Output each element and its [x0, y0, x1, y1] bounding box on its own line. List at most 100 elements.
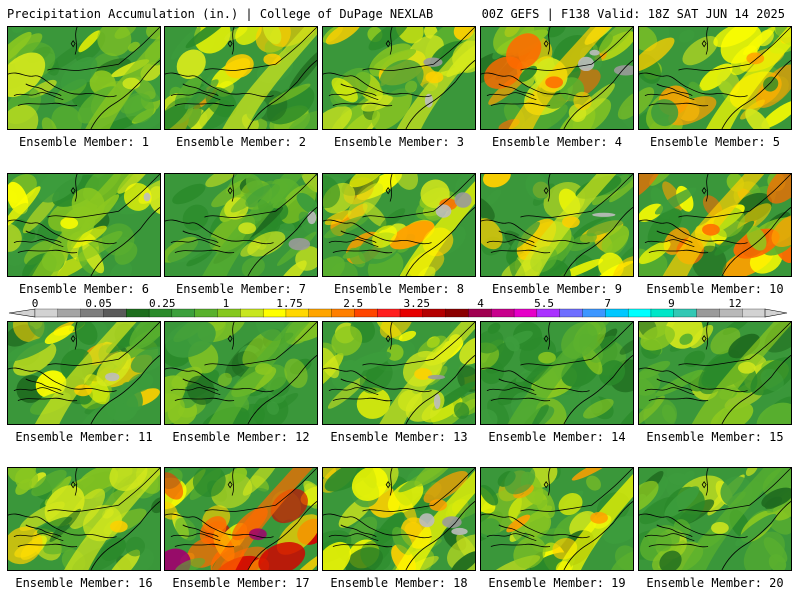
- ensemble-member-map: [322, 26, 476, 130]
- colorbar-swatch: [582, 308, 606, 318]
- colorbar-tick-label: 1: [223, 297, 230, 310]
- ensemble-member-map: [638, 26, 792, 130]
- colorbar-swatch: [285, 308, 310, 318]
- ensemble-member-label: Ensemble Member: 6: [18, 282, 150, 296]
- precip-field: [481, 322, 633, 424]
- colorbar-tick-label: 5.5: [534, 297, 554, 310]
- precip-field: [165, 322, 317, 424]
- precip-field: [481, 468, 633, 570]
- precip-field: [323, 322, 475, 424]
- colorbar-swatch: [148, 308, 173, 318]
- precipitation-colorbar: 0 0.05 0.25 1 1.75 2.5 3.25 4 5.5 7 9 12: [8, 297, 788, 318]
- precip-field: [8, 27, 160, 129]
- colorbar-swatch: [331, 308, 355, 318]
- ensemble-member-map: [7, 173, 161, 277]
- colorbar-swatch: [673, 308, 698, 318]
- ensemble-member-label: Ensemble Member: 2: [175, 135, 307, 149]
- ensemble-member-label: Ensemble Member: 1: [18, 135, 150, 149]
- ensemble-member-label: Ensemble Member: 14: [488, 430, 626, 444]
- colorbar-swatch: [171, 308, 196, 318]
- precip-field: [8, 322, 160, 424]
- precip-field: [639, 468, 791, 570]
- ensemble-member-map: [7, 26, 161, 130]
- colorbar-swatch: [262, 308, 287, 318]
- ensemble-member-label: Ensemble Member: 18: [330, 576, 468, 590]
- ensemble-member-label: Ensemble Member: 16: [15, 576, 153, 590]
- colorbar-tick-label: 3.25: [404, 297, 431, 310]
- colorbar-swatch: [719, 308, 743, 318]
- colorbar-swatch: [399, 308, 424, 318]
- colorbar-swatch: [491, 308, 515, 318]
- ensemble-member-map: [7, 321, 161, 425]
- colorbar-tick-label: 0: [32, 297, 39, 310]
- colorbar-swatch: [194, 308, 218, 318]
- ensemble-member-map: [480, 26, 634, 130]
- page-title: Precipitation Accumulation (in.) | Colle…: [7, 7, 434, 21]
- ensemble-member-map: [322, 173, 476, 277]
- ensemble-member-label: Ensemble Member: 3: [333, 135, 465, 149]
- ensemble-member-label: Ensemble Member: 17: [172, 576, 310, 590]
- colorbar-tick-label: 2.5: [343, 297, 363, 310]
- colorbar-swatch: [34, 308, 59, 318]
- colorbar-swatch: [696, 308, 720, 318]
- ensemble-member-map: [164, 467, 318, 571]
- colorbar-swatch: [80, 308, 104, 318]
- colorbar-swatch: [422, 308, 447, 318]
- precip-field: [639, 322, 791, 424]
- colorbar-right-arrow: [764, 308, 788, 318]
- ensemble-member-label: Ensemble Member: 11: [15, 430, 153, 444]
- ensemble-member-label: Ensemble Member: 8: [333, 282, 465, 296]
- colorbar-tick-label: 9: [668, 297, 675, 310]
- ensemble-member-map: [322, 467, 476, 571]
- precip-field: [8, 174, 160, 276]
- colorbar-tick-label: 1.75: [276, 297, 303, 310]
- ensemble-member-map: [164, 321, 318, 425]
- colorbar-tick-label: 12: [728, 297, 741, 310]
- colorbar-tick-label: 7: [604, 297, 611, 310]
- colorbar-swatch: [240, 308, 264, 318]
- colorbar-swatch: [536, 308, 561, 318]
- colorbar-swatch: [605, 308, 629, 318]
- colorbar-swatch: [468, 308, 492, 318]
- precip-field: [323, 27, 475, 129]
- precip-field: [165, 468, 317, 570]
- colorbar-swatch: [126, 308, 150, 318]
- colorbar-swatch: [742, 308, 766, 318]
- precip-field: [323, 468, 475, 570]
- colorbar-swatch: [217, 308, 241, 318]
- colorbar-swatch: [559, 308, 583, 318]
- colorbar-swatch: [308, 308, 333, 318]
- colorbar-swatch: [513, 308, 538, 318]
- ensemble-member-label: Ensemble Member: 7: [175, 282, 307, 296]
- ensemble-member-label: Ensemble Member: 19: [488, 576, 626, 590]
- colorbar-swatch: [445, 308, 469, 318]
- ensemble-member-label: Ensemble Member: 10: [646, 282, 784, 296]
- valid-time-label: 00Z GEFS | F138 Valid: 18Z SAT JUN 14 20…: [481, 7, 785, 21]
- colorbar-swatch: [377, 308, 401, 318]
- precip-field: [165, 27, 317, 129]
- ensemble-member-label: Ensemble Member: 4: [491, 135, 623, 149]
- colorbar-swatch: [650, 308, 675, 318]
- precip-field: [481, 174, 633, 276]
- ensemble-member-map: [480, 467, 634, 571]
- precip-field: [639, 174, 791, 276]
- colorbar-tick-label: 4: [477, 297, 484, 310]
- ensemble-member-map: [638, 321, 792, 425]
- ensemble-member-label: Ensemble Member: 9: [491, 282, 623, 296]
- ensemble-member-map: [480, 321, 634, 425]
- ensemble-member-label: Ensemble Member: 13: [330, 430, 468, 444]
- precip-field: [481, 27, 633, 129]
- precip-field: [165, 174, 317, 276]
- ensemble-member-map: [164, 26, 318, 130]
- colorbar-left-arrow: [8, 308, 36, 318]
- ensemble-member-map: [322, 321, 476, 425]
- ensemble-member-label: Ensemble Member: 15: [646, 430, 784, 444]
- ensemble-member-map: [638, 173, 792, 277]
- precip-field: [323, 174, 475, 276]
- ensemble-member-map: [638, 467, 792, 571]
- ensemble-member-map: [7, 467, 161, 571]
- colorbar-tick-label: 0.25: [149, 297, 176, 310]
- colorbar-tick-label: 0.05: [85, 297, 112, 310]
- ensemble-member-map: [164, 173, 318, 277]
- colorbar-swatch: [354, 308, 378, 318]
